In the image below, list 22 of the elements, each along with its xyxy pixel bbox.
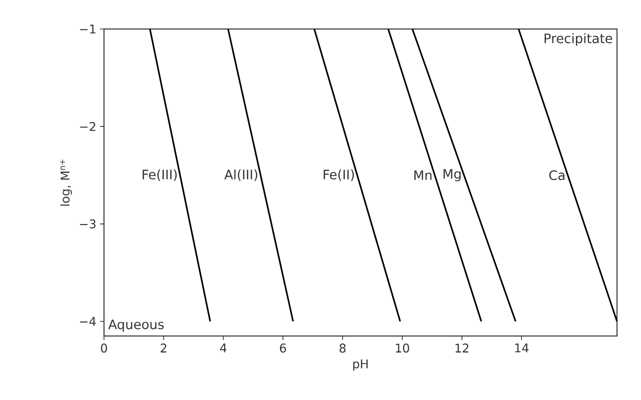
y-axis-title: log, M$^{n+}$ xyxy=(60,160,72,206)
x-tick-label: 12 xyxy=(456,344,468,352)
x-tick-label: 8 xyxy=(340,344,346,353)
series-label: Al(III) xyxy=(224,169,258,181)
y-tick-label: −4 xyxy=(80,317,96,326)
series-label: Fe(II) xyxy=(324,169,354,181)
y-tick-label: −3 xyxy=(80,219,96,228)
series-label: Ca xyxy=(549,170,564,180)
x-tick-label: 14 xyxy=(515,344,529,352)
x-tick-label: 4 xyxy=(220,344,226,352)
series-label: Fe(III) xyxy=(142,169,177,181)
y-tick-label: −1 xyxy=(80,24,96,34)
y-tick-label: −2 xyxy=(80,122,96,131)
x-tick-label: 6 xyxy=(280,344,286,353)
series-label: Mn xyxy=(414,170,432,180)
x-tick-label: 2 xyxy=(160,344,166,352)
annotation: Precipitate xyxy=(544,33,612,46)
x-axis-title: pH xyxy=(353,359,368,371)
x-tick-label: 0 xyxy=(100,344,108,353)
series-label: Mg xyxy=(444,169,461,182)
annotation: Aqueous xyxy=(108,320,164,332)
x-tick-label: 10 xyxy=(396,344,410,353)
